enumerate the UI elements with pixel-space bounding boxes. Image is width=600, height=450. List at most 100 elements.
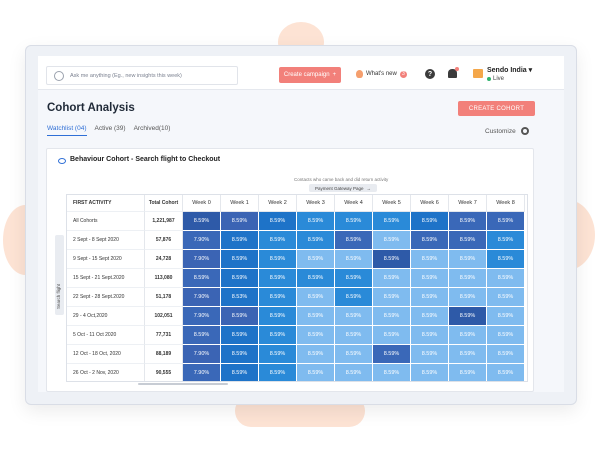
retention-cell[interactable]: 8.59%	[221, 326, 259, 345]
retention-cell[interactable]: 8.59%	[487, 212, 525, 231]
retention-cell[interactable]: 8.59%	[221, 231, 259, 250]
tab-active[interactable]: Active (39)	[94, 125, 126, 132]
retention-cell[interactable]: 8.59%	[297, 326, 335, 345]
column-header[interactable]: Week 2	[259, 195, 297, 212]
retention-cell[interactable]: 8.59%	[449, 212, 487, 231]
column-header[interactable]: FIRST ACTIVITY	[67, 195, 145, 212]
table-row[interactable]: 2 Sept - 8 Sept 2020 57,876 7.90% 8.59% 8.59…	[67, 231, 525, 250]
retention-cell[interactable]: 8.59%	[335, 250, 373, 269]
retention-cell[interactable]: 8.59%	[259, 250, 297, 269]
retention-cell[interactable]: 8.59%	[487, 250, 525, 269]
tab-watchlist[interactable]: Watchlist (04)	[47, 125, 87, 136]
retention-cell[interactable]: 8.59%	[221, 345, 259, 364]
retention-cell[interactable]: 8.53%	[221, 288, 259, 307]
event-pill[interactable]: Payment Gateway Page →	[309, 184, 378, 192]
retention-cell[interactable]: 7.90%	[183, 250, 221, 269]
retention-cell[interactable]: 8.59%	[487, 288, 525, 307]
retention-cell[interactable]: 8.59%	[259, 326, 297, 345]
retention-cell[interactable]: 8.59%	[373, 307, 411, 326]
help-icon[interactable]: ?	[425, 69, 435, 79]
retention-cell[interactable]: 7.90%	[183, 307, 221, 326]
column-header[interactable]: Week 6	[411, 195, 449, 212]
retention-cell[interactable]: 8.59%	[449, 288, 487, 307]
retention-cell[interactable]: 8.59%	[297, 212, 335, 231]
table-row[interactable]: 12 Oct - 18 Oct, 2020 88,189 7.90% 8.59% 8.5…	[67, 345, 525, 364]
eye-icon[interactable]	[58, 158, 66, 164]
retention-cell[interactable]: 8.59%	[449, 364, 487, 381]
retention-cell[interactable]: 8.59%	[411, 269, 449, 288]
retention-cell[interactable]: 8.59%	[221, 212, 259, 231]
retention-cell[interactable]: 8.59%	[259, 269, 297, 288]
retention-cell[interactable]: 8.59%	[449, 326, 487, 345]
retention-cell[interactable]: 8.59%	[297, 231, 335, 250]
retention-cell[interactable]: 8.59%	[259, 345, 297, 364]
retention-cell[interactable]: 8.59%	[259, 231, 297, 250]
retention-cell[interactable]: 8.59%	[373, 212, 411, 231]
retention-cell[interactable]: 7.90%	[183, 288, 221, 307]
column-header[interactable]: Week 3	[297, 195, 335, 212]
search-box[interactable]	[46, 66, 238, 85]
retention-cell[interactable]: 8.59%	[335, 212, 373, 231]
retention-cell[interactable]: 8.59%	[411, 364, 449, 381]
retention-cell[interactable]: 8.59%	[487, 307, 525, 326]
retention-cell[interactable]: 8.59%	[297, 288, 335, 307]
retention-cell[interactable]: 8.59%	[183, 269, 221, 288]
retention-cell[interactable]: 8.59%	[335, 364, 373, 381]
tab-archived[interactable]: Archived(10)	[133, 125, 171, 132]
retention-cell[interactable]: 8.59%	[449, 345, 487, 364]
retention-cell[interactable]: 8.59%	[335, 288, 373, 307]
retention-cell[interactable]: 8.59%	[487, 326, 525, 345]
retention-cell[interactable]: 8.59%	[411, 288, 449, 307]
retention-cell[interactable]: 8.59%	[449, 307, 487, 326]
table-row[interactable]: 9 Sept - 15 Sept 2020 24,728 7.90% 8.59% 8.5…	[67, 250, 525, 269]
table-row[interactable]: 15 Sept - 21 Sept.2020 113,080 8.59% 8.59% 8…	[67, 269, 525, 288]
column-header[interactable]: Week 8	[487, 195, 525, 212]
side-search-tab[interactable]: Search flight	[55, 235, 64, 315]
retention-cell[interactable]: 8.59%	[335, 269, 373, 288]
retention-cell[interactable]: 8.59%	[335, 345, 373, 364]
retention-cell[interactable]: 8.59%	[411, 231, 449, 250]
column-header[interactable]: Total Cohort	[145, 195, 183, 212]
retention-cell[interactable]: 8.59%	[335, 307, 373, 326]
retention-cell[interactable]: 8.59%	[449, 269, 487, 288]
retention-cell[interactable]: 8.59%	[487, 345, 525, 364]
retention-cell[interactable]: 8.59%	[297, 307, 335, 326]
notification-bell-icon[interactable]	[448, 67, 459, 78]
retention-cell[interactable]: 8.59%	[221, 307, 259, 326]
retention-cell[interactable]: 8.59%	[373, 326, 411, 345]
organization-name[interactable]: Sendo India ▾	[487, 66, 532, 74]
retention-cell[interactable]: 8.59%	[259, 307, 297, 326]
horizontal-scrollbar[interactable]	[138, 383, 228, 385]
retention-cell[interactable]: 7.90%	[183, 345, 221, 364]
retention-cell[interactable]: 8.59%	[221, 250, 259, 269]
table-row[interactable]: 22 Sept - 28 Sept.2020 51,178 7.90% 8.53% 8.…	[67, 288, 525, 307]
retention-cell[interactable]: 8.59%	[335, 326, 373, 345]
retention-cell[interactable]: 8.59%	[259, 364, 297, 381]
retention-cell[interactable]: 8.59%	[373, 364, 411, 381]
create-cohort-button[interactable]: CREATE COHORT	[458, 101, 535, 116]
column-header[interactable]: Week 4	[335, 195, 373, 212]
retention-cell[interactable]: 8.59%	[221, 364, 259, 381]
retention-cell[interactable]: 8.59%	[487, 269, 525, 288]
retention-cell[interactable]: 8.59%	[221, 269, 259, 288]
table-row[interactable]: 26 Oct - 2 Nov, 2020 90,555 7.90% 8.59% 8.59…	[67, 364, 525, 381]
retention-cell[interactable]: 8.59%	[259, 212, 297, 231]
retention-cell[interactable]: 8.59%	[297, 250, 335, 269]
retention-cell[interactable]: 8.59%	[373, 231, 411, 250]
whats-new-link[interactable]: What's new 3	[356, 70, 407, 78]
retention-cell[interactable]: 8.59%	[335, 231, 373, 250]
retention-cell[interactable]: 7.90%	[183, 231, 221, 250]
retention-cell[interactable]: 8.59%	[183, 212, 221, 231]
retention-cell[interactable]: 8.59%	[411, 212, 449, 231]
retention-cell[interactable]: 8.59%	[297, 345, 335, 364]
column-header[interactable]: Week 0	[183, 195, 221, 212]
retention-cell[interactable]: 8.59%	[411, 250, 449, 269]
retention-cell[interactable]: 8.59%	[411, 307, 449, 326]
retention-cell[interactable]: 8.59%	[373, 345, 411, 364]
retention-cell[interactable]: 8.59%	[411, 345, 449, 364]
retention-cell[interactable]: 8.59%	[259, 288, 297, 307]
retention-cell[interactable]: 8.59%	[297, 269, 335, 288]
retention-cell[interactable]: 8.59%	[487, 231, 525, 250]
create-campaign-button[interactable]: Create campaign +	[279, 67, 341, 83]
search-input[interactable]	[70, 72, 230, 79]
